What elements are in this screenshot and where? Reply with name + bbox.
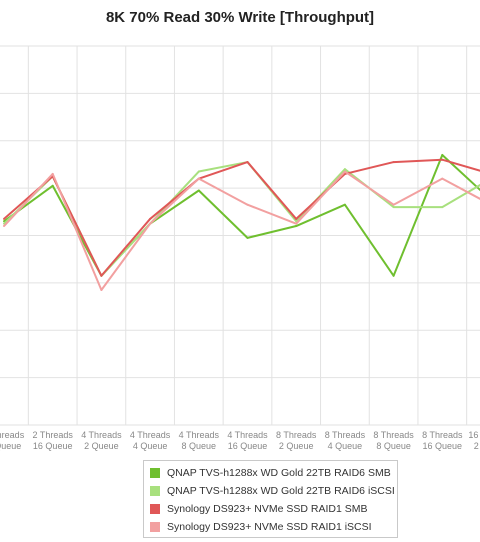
data-point (149, 217, 152, 220)
data-point (3, 225, 5, 228)
x-tick-label: 2 Threads 16 Queue (33, 430, 74, 451)
data-point (441, 177, 444, 180)
data-point (392, 274, 395, 277)
legend-item[interactable]: Synology DS923+ NVMe SSD RAID1 SMB (149, 500, 392, 518)
data-point (392, 206, 395, 209)
legend-swatch (149, 467, 161, 479)
legend-swatch (149, 485, 161, 497)
legend-item[interactable]: QNAP TVS-h1288x WD Gold 22TB RAID6 iSCSI (149, 482, 395, 500)
legend-label: QNAP TVS-h1288x WD Gold 22TB RAID6 iSCSI (167, 485, 395, 497)
gridlines (0, 45, 480, 426)
x-tick-label: 4 Threads 2 Queue (81, 430, 122, 451)
data-point (51, 172, 54, 175)
x-tick-label: 4 Threads 16 Queue (227, 430, 268, 451)
data-point (51, 184, 54, 187)
x-tick-label: 8 Threads 8 Queue (373, 430, 414, 451)
legend-item[interactable]: QNAP TVS-h1288x WD Gold 22TB RAID6 SMB (149, 464, 392, 482)
x-tick-label: 8 Threads 2 Queue (276, 430, 317, 451)
data-point (295, 225, 298, 228)
series-line-3 (3, 158, 480, 277)
chart-title: 8K 70% Read 30% Write [Throughput] (105, 9, 375, 26)
data-point (149, 222, 152, 225)
data-point (343, 170, 346, 173)
legend-item[interactable]: Synology DS923+ NVMe SSD RAID1 iSCSI (149, 518, 392, 536)
data-point (197, 189, 200, 192)
data-point (246, 203, 249, 206)
legend-swatch (149, 521, 161, 533)
series-line-2 (3, 161, 480, 277)
data-point (197, 170, 200, 173)
data-point (100, 288, 103, 291)
legend: QNAP TVS-h1288x WD Gold 22TB RAID6 SMB QN… (143, 460, 398, 538)
series-line-1 (3, 153, 480, 277)
data-point (441, 206, 444, 209)
x-tick-label: 4 Threads 8 Queue (179, 430, 220, 451)
series-line-4 (3, 170, 480, 291)
data-point (343, 168, 346, 171)
x-tick-label: 4 Threads 4 Queue (130, 430, 171, 451)
data-point (246, 161, 249, 164)
legend-swatch (149, 503, 161, 515)
data-point (441, 153, 444, 156)
series-lines (3, 153, 480, 291)
data-point (295, 222, 298, 225)
legend-label: QNAP TVS-h1288x WD Gold 22TB RAID6 SMB (167, 467, 391, 479)
data-point (3, 217, 5, 220)
data-point (392, 161, 395, 164)
legend-label: Synology DS923+ NVMe SSD RAID1 iSCSI (167, 521, 372, 533)
data-point (441, 158, 444, 161)
data-point (100, 274, 103, 277)
data-point (197, 177, 200, 180)
x-tick-label: 8 Threads 16 Queue (422, 430, 463, 451)
data-point (392, 203, 395, 206)
legend-label: Synology DS923+ NVMe SSD RAID1 SMB (167, 503, 368, 515)
data-point (343, 203, 346, 206)
data-point (246, 236, 249, 239)
x-tick-label: 8 Threads 4 Queue (325, 430, 366, 451)
data-point (295, 217, 298, 220)
